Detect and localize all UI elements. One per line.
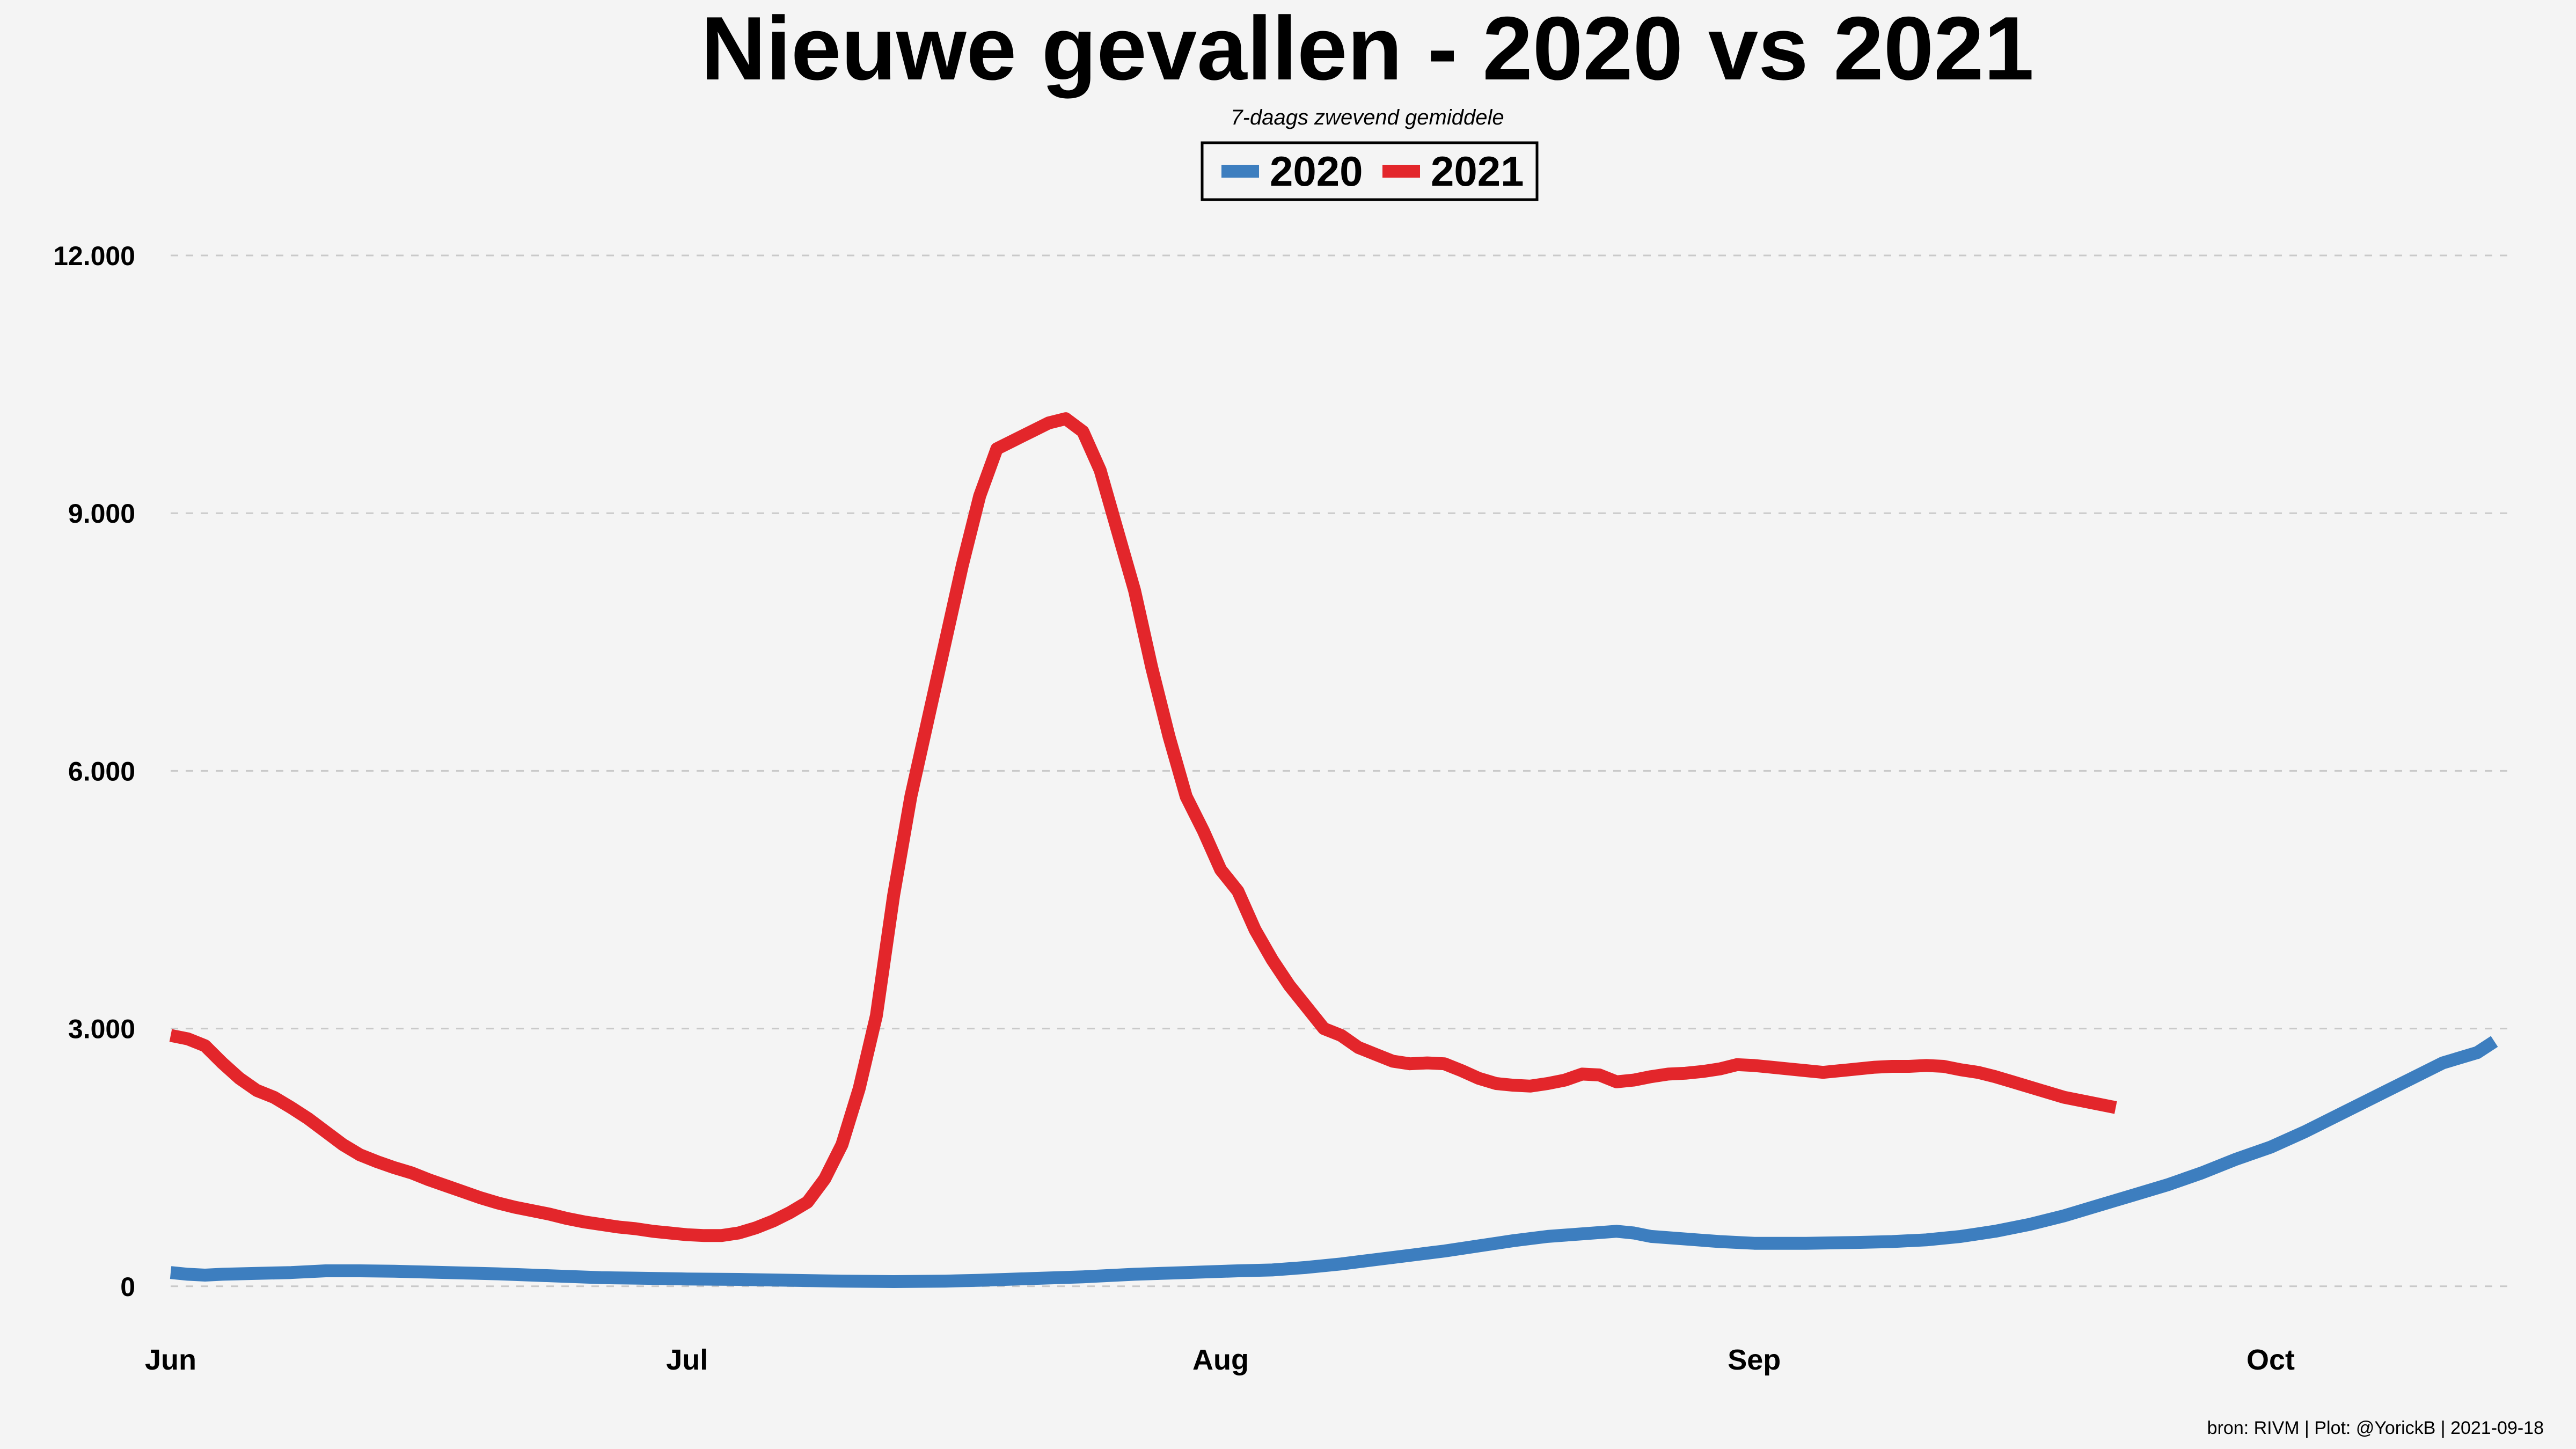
series-line-2021 <box>169 412 2117 1242</box>
y-tick-label: 6.000 <box>68 756 135 786</box>
x-tick-label: Aug <box>1192 1344 1249 1376</box>
series-line-2020 <box>170 1036 2498 1288</box>
gridlines <box>171 254 2512 1287</box>
x-axis-ticks: Jun Jul Aug Sep Oct <box>145 1344 2295 1376</box>
x-tick-label: Sep <box>1728 1344 1781 1376</box>
chart-subtitle: 7-daags zwevend gemiddele <box>1231 106 1504 129</box>
legend: 2020 2021 <box>1201 141 1539 201</box>
chart-caption: bron: RIVM | Plot: @YorickB | 2021-09-18 <box>2207 1418 2544 1438</box>
y-tick-label: 9.000 <box>68 499 135 529</box>
legend-label-2020: 2020 <box>1270 148 1363 195</box>
y-axis-ticks: 0 3.000 6.000 9.000 12.000 <box>53 241 135 1302</box>
y-tick-label: 0 <box>120 1272 135 1302</box>
x-tick-label: Oct <box>2246 1344 2295 1376</box>
y-tick-label: 3.000 <box>68 1014 135 1044</box>
y-tick-label: 12.000 <box>53 241 135 271</box>
legend-label-2021: 2021 <box>1431 148 1524 195</box>
series-lines <box>169 412 2498 1288</box>
x-tick-label: Jul <box>666 1344 708 1376</box>
chart-title: Nieuwe gevallen - 2020 vs 2021 <box>701 0 2034 99</box>
x-tick-label: Jun <box>145 1344 196 1376</box>
